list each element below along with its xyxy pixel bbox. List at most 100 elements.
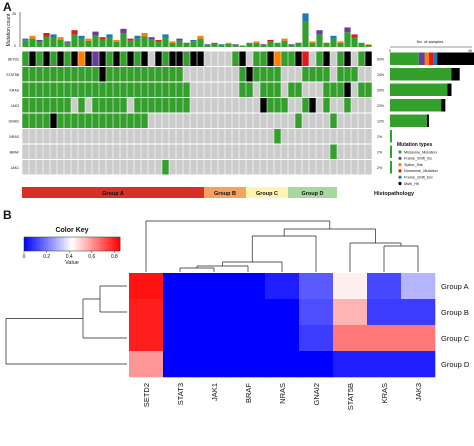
oncoplot-cell	[148, 67, 155, 82]
oncoplot-cell-bg	[246, 160, 253, 175]
oncoplot-cell-bg	[274, 160, 281, 175]
heatmap-cell	[401, 351, 436, 378]
oncoplot-cell	[22, 98, 29, 113]
sample-count-bar	[211, 43, 218, 47]
sample-count-bar	[274, 42, 281, 44]
oncoplot-cell-bg	[162, 113, 169, 128]
sample-count-bar	[141, 33, 148, 37]
sample-count-bar	[85, 38, 92, 41]
heatmap-cell	[265, 351, 300, 378]
oncoplot-cell-bg	[190, 113, 197, 128]
sample-count-bar	[309, 41, 316, 43]
oncoplot-cell-bg	[64, 160, 71, 175]
legend-label: Splice_Site	[404, 163, 423, 167]
panel-b-label: B	[3, 208, 12, 222]
sample-count-bar	[43, 36, 50, 47]
sample-count-bar	[183, 43, 190, 47]
oncoplot-cell-bg	[274, 113, 281, 128]
oncoplot-cell	[134, 113, 141, 128]
oncoplot-cell	[106, 98, 113, 113]
oncoplot-cell	[260, 82, 267, 97]
color-key-swatch	[38, 237, 41, 251]
color-key-frame	[23, 236, 121, 252]
sample-count-bar	[267, 41, 274, 47]
sample-count-bar	[316, 30, 323, 35]
oncoplot-cell-bg	[302, 160, 309, 175]
sample-count-bar	[162, 34, 169, 38]
heatmap-cell	[401, 325, 436, 352]
oncoplot-cell-bg	[302, 113, 309, 128]
oncoplot-cell	[239, 67, 246, 82]
heatmap-cell	[299, 299, 334, 326]
sample-count-bar	[302, 21, 309, 47]
oncoplot-cell	[295, 82, 302, 97]
oncoplot-cell-bg	[288, 67, 295, 82]
oncoplot-cell-bg	[218, 67, 225, 82]
oncoplot-cell-bg	[351, 144, 358, 159]
sample-count-bar	[204, 44, 211, 45]
oncoplot-cell-bg	[232, 129, 239, 144]
oncoplot-cell	[85, 113, 92, 128]
color-key-swatch	[116, 237, 119, 251]
color-key-tick-label: 0	[23, 254, 26, 260]
oncoplot-cell-bg	[323, 113, 330, 128]
oncoplot-cell	[64, 98, 71, 113]
color-key-swatch	[34, 237, 37, 251]
oncoplot-cell-bg	[113, 129, 120, 144]
color-key-value-label: Value	[65, 260, 79, 266]
sample-count-bar	[71, 34, 78, 47]
oncoplot-cell-bg	[120, 129, 127, 144]
oncoplot-cell-bg	[281, 67, 288, 82]
sample-count-bar	[316, 34, 323, 47]
sample-count-bar	[246, 42, 253, 44]
oncoplot-cell-bg	[204, 113, 211, 128]
sample-count-bar	[176, 38, 183, 41]
oncoplot-cell	[99, 67, 106, 82]
oncoplot-cell-bg	[92, 144, 99, 159]
oncoplot-cell	[43, 51, 50, 66]
oncoplot-cell-bg	[197, 67, 204, 82]
oncoplot-cell-bg	[134, 129, 141, 144]
oncoplot-cell-bg	[106, 129, 113, 144]
oncoplot-cell-bg	[211, 160, 218, 175]
heatmap-cell	[333, 273, 368, 300]
oncoplot-cell	[78, 98, 85, 113]
oncoplot-cell-bg	[295, 160, 302, 175]
oncoplot-cell-bg	[218, 51, 225, 66]
legend-label: Missense_Mutation	[404, 150, 437, 154]
heatmap-cell	[163, 273, 198, 300]
oncoplot-cell	[64, 67, 71, 82]
oncoplot-cell-bg	[337, 113, 344, 128]
oncoplot-cell	[127, 113, 134, 128]
color-key-swatch	[72, 237, 75, 251]
oncoplot-cell	[337, 51, 344, 66]
oncoplot-cell	[169, 82, 176, 97]
oncoplot-cell-bg	[36, 144, 43, 159]
oncoplot-cell-bg	[43, 160, 50, 175]
color-key-swatch	[92, 237, 95, 251]
color-key-swatch	[48, 237, 51, 251]
oncoplot-cell	[99, 51, 106, 66]
oncoplot-cell	[127, 82, 134, 97]
oncoplot-cell-bg	[190, 160, 197, 175]
group-bar	[204, 187, 246, 198]
oncoplot-cell-bg	[358, 98, 365, 113]
oncoplot-cell-bg	[148, 129, 155, 144]
oncoplot-cell	[57, 67, 64, 82]
oncoplot-cell-bg	[169, 160, 176, 175]
oncoplot-cell	[330, 113, 337, 128]
group-bar-label: Group C	[256, 191, 278, 197]
heatmap-cell	[231, 273, 266, 300]
color-key-swatch	[64, 237, 67, 251]
sample-count-bar	[190, 40, 197, 42]
oncoplot-cell-bg	[64, 144, 71, 159]
oncoplot-cell-bg	[358, 67, 365, 82]
oncoplot-cell	[155, 82, 162, 97]
row-label: Group A	[441, 282, 469, 291]
oncoplot-cell	[344, 98, 351, 113]
oncoplot-cell-bg	[225, 144, 232, 159]
oncoplot-cell	[141, 98, 148, 113]
oncoplot-cell-bg	[218, 129, 225, 144]
oncoplot-cell	[358, 82, 365, 97]
oncoplot-cell	[120, 67, 127, 82]
